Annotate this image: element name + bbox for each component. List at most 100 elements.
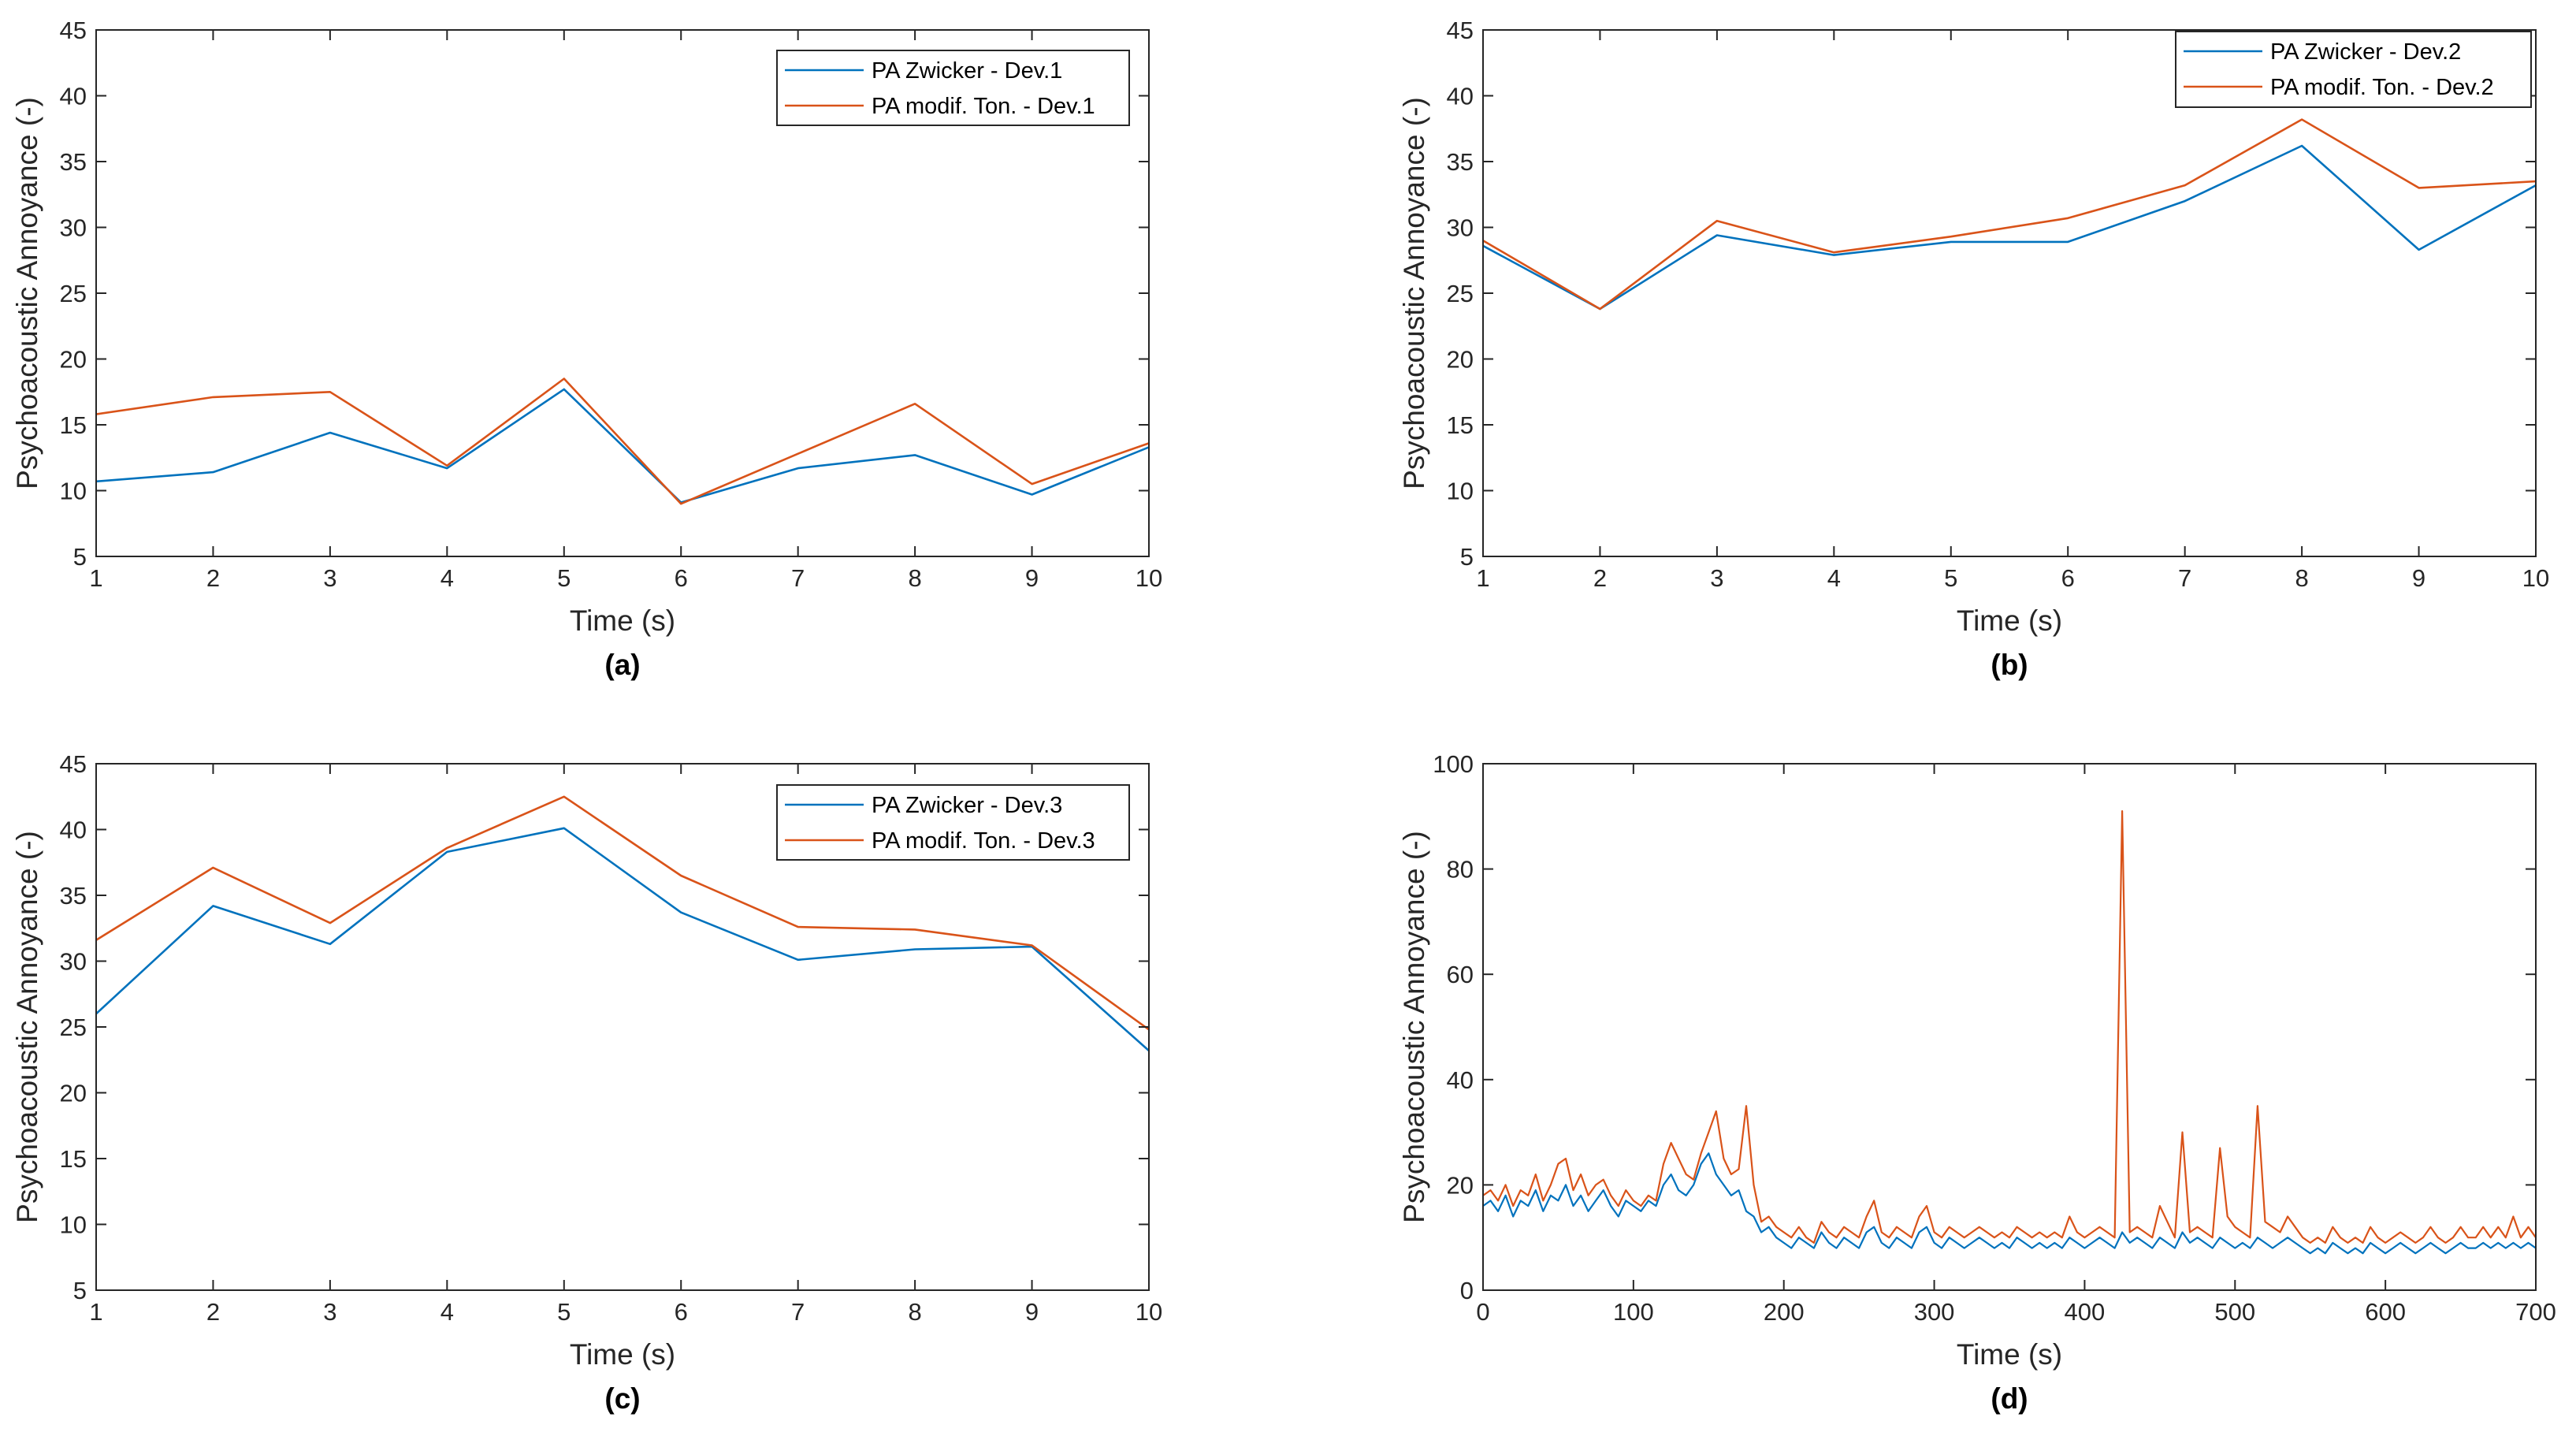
legend: PA Zwicker - Dev.1 PA modif. Ton. - Dev.1 bbox=[776, 50, 1130, 126]
y-tick-label: 25 bbox=[60, 280, 87, 307]
y-tick-label: 25 bbox=[1447, 280, 1474, 307]
x-tick-label: 8 bbox=[908, 564, 921, 592]
legend: PA Zwicker - Dev.2 PA modif. Ton. - Dev.2 bbox=[2175, 31, 2532, 108]
y-tick-label: 30 bbox=[60, 948, 87, 976]
y-tick-label: 5 bbox=[73, 543, 87, 571]
y-tick-label: 15 bbox=[60, 411, 87, 439]
y-tick-label: 35 bbox=[1447, 148, 1474, 176]
x-axis-label: Time (s) bbox=[1957, 1338, 2062, 1371]
legend: PA Zwicker - Dev.3 PA modif. Ton. - Dev.3 bbox=[776, 784, 1130, 861]
y-tick-label: 35 bbox=[60, 882, 87, 910]
y-tick-label: 45 bbox=[60, 750, 87, 778]
y-tick-label: 5 bbox=[1460, 543, 1474, 571]
legend-entry-modified: PA modif. Ton. - Dev.2 bbox=[2270, 75, 2494, 100]
y-tick-label: 15 bbox=[1447, 411, 1474, 439]
legend-entry-modified: PA modif. Ton. - Dev.3 bbox=[872, 828, 1095, 854]
panel-caption: (b) bbox=[1991, 649, 2028, 681]
x-tick-label: 9 bbox=[1025, 564, 1039, 592]
legend-box bbox=[776, 784, 1130, 861]
x-axis-label: Time (s) bbox=[570, 1338, 675, 1371]
y-axis-label: Psychoacoustic Annoyance (-) bbox=[11, 97, 43, 489]
x-tick-label: 6 bbox=[2061, 564, 2075, 592]
series-line-zwicker bbox=[1483, 1152, 2536, 1255]
y-tick-label: 20 bbox=[60, 1080, 87, 1107]
y-tick-label: 30 bbox=[1447, 214, 1474, 242]
y-tick-label: 20 bbox=[60, 346, 87, 374]
legend-entry-zwicker: PA Zwicker - Dev.1 bbox=[872, 58, 1062, 84]
x-tick-label: 10 bbox=[1136, 564, 1162, 592]
x-tick-label: 6 bbox=[675, 564, 688, 592]
series-line-modified bbox=[96, 378, 1149, 505]
y-tick-label: 35 bbox=[60, 148, 87, 176]
legend-box bbox=[776, 50, 1130, 126]
legend-entry-zwicker: PA Zwicker - Dev.3 bbox=[872, 793, 1062, 818]
x-tick-label: 1 bbox=[89, 564, 102, 592]
y-tick-label: 80 bbox=[1447, 856, 1474, 884]
series-line-modified bbox=[96, 795, 1149, 1031]
panel-caption: (a) bbox=[604, 649, 640, 681]
x-tick-label: 9 bbox=[2412, 564, 2425, 592]
legend-box bbox=[2175, 31, 2532, 108]
y-tick-label: 20 bbox=[1447, 346, 1474, 374]
panel-caption: (c) bbox=[604, 1382, 640, 1415]
x-tick-label: 3 bbox=[323, 564, 336, 592]
series-line-modified bbox=[1483, 118, 2536, 311]
x-tick-label: 1 bbox=[1476, 564, 1489, 592]
x-tick-label: 10 bbox=[1136, 1298, 1162, 1326]
x-axis-label: Time (s) bbox=[1957, 605, 2062, 637]
y-tick-label: 45 bbox=[1447, 17, 1474, 44]
x-tick-label: 5 bbox=[1944, 564, 1957, 592]
series-line-zwicker bbox=[96, 827, 1149, 1052]
y-tick-label: 5 bbox=[73, 1277, 87, 1304]
x-tick-label: 8 bbox=[908, 1298, 921, 1326]
chart-panel-4: 0 100 200 300 400 500 600 700 0 20 40 60 80 100 Time (… bbox=[1398, 750, 2556, 1415]
series-line-modified bbox=[1483, 809, 2536, 1244]
y-tick-label: 60 bbox=[1447, 961, 1474, 988]
x-tick-label: 200 bbox=[1764, 1298, 1805, 1326]
y-tick-label: 40 bbox=[1447, 1066, 1474, 1094]
x-tick-label: 500 bbox=[2214, 1298, 2255, 1326]
axes-box bbox=[1482, 763, 2537, 1291]
x-tick-label: 7 bbox=[2178, 564, 2191, 592]
y-tick-label: 15 bbox=[60, 1145, 87, 1173]
plot-area bbox=[1483, 764, 2536, 1290]
x-tick-label: 400 bbox=[2065, 1298, 2106, 1326]
panel-caption: (d) bbox=[1991, 1382, 2028, 1415]
x-tick-label: 3 bbox=[323, 1298, 336, 1326]
y-tick-label: 45 bbox=[60, 17, 87, 44]
x-tick-label: 3 bbox=[1710, 564, 1723, 592]
y-tick-label: 100 bbox=[1433, 750, 1474, 778]
y-tick-label: 40 bbox=[60, 817, 87, 844]
y-tick-label: 0 bbox=[1460, 1277, 1474, 1304]
legend-entry-zwicker: PA Zwicker - Dev.2 bbox=[2270, 39, 2461, 65]
x-tick-label: 4 bbox=[440, 1298, 454, 1326]
x-tick-label: 10 bbox=[2522, 564, 2549, 592]
y-tick-label: 20 bbox=[1447, 1171, 1474, 1199]
x-tick-label: 6 bbox=[675, 1298, 688, 1326]
x-tick-label: 700 bbox=[2515, 1298, 2556, 1326]
x-tick-label: 5 bbox=[557, 564, 571, 592]
x-tick-label: 4 bbox=[440, 564, 454, 592]
y-tick-label: 10 bbox=[60, 1211, 87, 1239]
y-tick-label: 40 bbox=[60, 83, 87, 110]
legend-entry-modified: PA modif. Ton. - Dev.1 bbox=[872, 94, 1095, 119]
x-axis-label: Time (s) bbox=[570, 605, 675, 637]
x-tick-label: 8 bbox=[2295, 564, 2308, 592]
x-tick-label: 2 bbox=[206, 564, 220, 592]
y-tick-label: 10 bbox=[1447, 478, 1474, 505]
x-tick-label: 9 bbox=[1025, 1298, 1039, 1326]
x-tick-label: 2 bbox=[1593, 564, 1607, 592]
x-tick-label: 7 bbox=[791, 1298, 805, 1326]
y-tick-label: 40 bbox=[1447, 83, 1474, 110]
y-tick-label: 25 bbox=[60, 1014, 87, 1041]
x-tick-label: 1 bbox=[89, 1298, 102, 1326]
y-axis-label: Psychoacoustic Annoyance (-) bbox=[1398, 97, 1430, 489]
y-axis-label: Psychoacoustic Annoyance (-) bbox=[11, 831, 43, 1223]
y-tick-label: 30 bbox=[60, 214, 87, 242]
y-axis-label: Psychoacoustic Annoyance (-) bbox=[1398, 831, 1430, 1223]
x-tick-label: 7 bbox=[791, 564, 805, 592]
